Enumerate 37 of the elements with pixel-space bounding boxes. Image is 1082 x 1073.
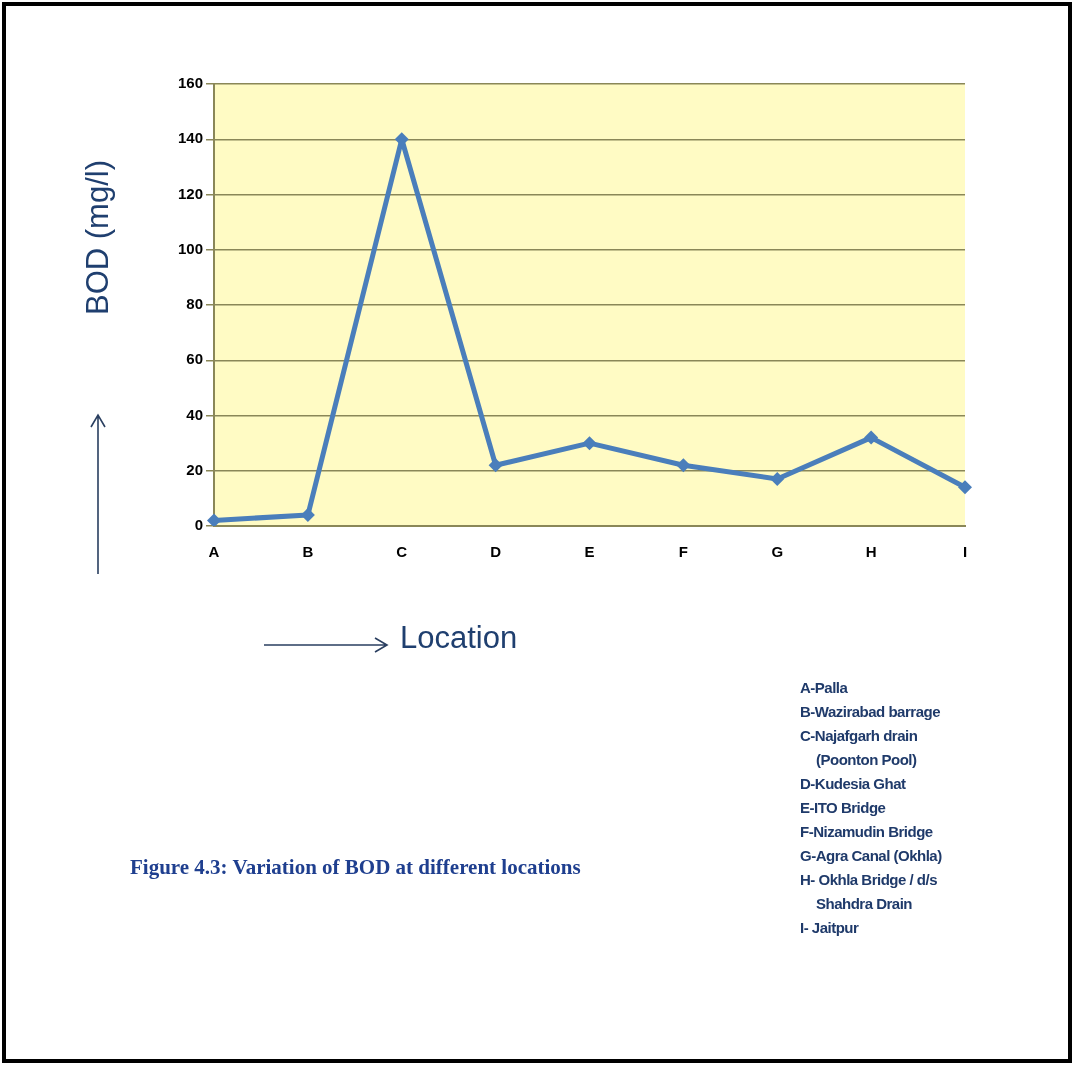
text: I- Jaitpur: [800, 918, 860, 938]
y-tick-label: 100: [178, 239, 204, 257]
text: D-Kudesia Ghat: [800, 774, 907, 794]
text: F-Nizamudin Bridge: [800, 822, 934, 842]
x-tick-label: A: [208, 543, 220, 561]
text: B-Wazirabad barrage: [800, 702, 941, 722]
x-axis-title: Location: [400, 620, 518, 656]
x-tick-label: D: [490, 543, 502, 561]
point: [582, 436, 597, 451]
text: E-ITO Bridge: [800, 798, 887, 818]
text: H- Okhla Bridge / d/s Shahdra Drain: [800, 870, 939, 914]
point: [864, 430, 879, 445]
x-tick-label: C: [396, 543, 408, 561]
y-tick-label: 60: [186, 350, 204, 368]
y-tick-label: 160: [178, 74, 204, 92]
y-tick-label: 120: [178, 184, 204, 202]
y-tick-label: 140: [178, 129, 204, 147]
x-tick-label: E: [584, 543, 595, 561]
text: A-Palla: [800, 678, 849, 698]
x-tick-label: B: [302, 543, 314, 561]
y-tick-label: 0: [194, 516, 204, 534]
point: [207, 513, 222, 526]
x-tick-label: F: [678, 543, 688, 561]
text: C-Najafgarh drain (Poonton Pool): [800, 726, 919, 770]
y-tick-label: 80: [186, 295, 204, 313]
x-tick-label: I: [962, 543, 968, 561]
y-tick-label: 20: [186, 460, 204, 478]
text: Figure 4.3: Variation of BOD at different locations: [130, 855, 581, 880]
y-axis-title: BOD (mg/l): [80, 160, 115, 315]
y-tick-label: 40: [186, 405, 204, 423]
point: [770, 472, 785, 487]
x-tick-label: G: [771, 543, 784, 561]
point: [958, 480, 972, 495]
point: [676, 458, 691, 473]
point: [488, 458, 503, 473]
x-tick-label: H: [865, 543, 877, 561]
text: G-Agra Canal (Okhla): [800, 846, 942, 866]
